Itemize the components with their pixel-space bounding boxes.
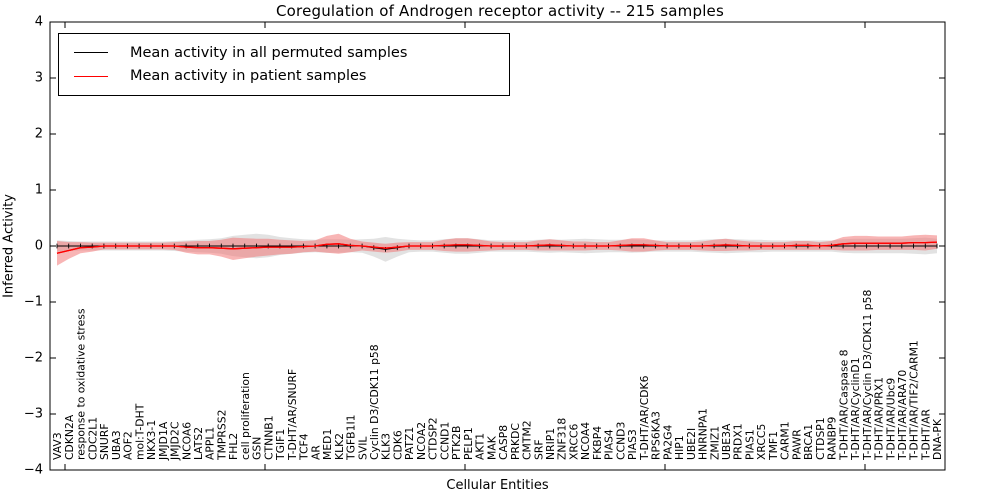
category-label: CMTM2 (521, 420, 534, 460)
category-label: AR (309, 445, 322, 460)
category-label: PAWR (790, 429, 803, 460)
category-label: T-DHT/AR (920, 408, 933, 461)
category-label: UBE2I (685, 428, 698, 460)
category-label: TGIF1 (274, 429, 287, 461)
category-label: PIAS1 (744, 429, 757, 460)
category-label: NKX3-1 (145, 420, 158, 460)
category-label: CTDSP2 (427, 417, 440, 460)
category-label: XRCC6 (568, 424, 581, 460)
category-label: T-DHT/AR/SNURF (286, 369, 299, 461)
legend-entry-patient: Mean activity in patient samples (59, 68, 509, 84)
category-label: VAV3 (51, 432, 64, 460)
category-label: MAK (485, 435, 498, 460)
category-label: CCND1 (438, 422, 451, 460)
category-label: response to oxidative stress (75, 308, 88, 460)
category-label: PA2G4 (661, 425, 674, 460)
category-label: NCOA4 (579, 422, 592, 460)
category-label: CDKN2A (63, 414, 76, 460)
category-label: T-DHT/AR/Caspase 8 (837, 349, 850, 461)
y-tick-label: −3 (24, 407, 43, 422)
category-label: CDC2L1 (86, 417, 99, 460)
category-label: XRCC5 (755, 424, 768, 460)
y-tick-label: −1 (24, 295, 43, 310)
category-label: LATS2 (192, 427, 205, 460)
category-label: T-DHT/AR/ARA70 (896, 370, 909, 461)
category-label: AKT1 (474, 433, 487, 460)
category-label: DNA-PK (931, 418, 944, 460)
x-axis-label: Cellular Entities (446, 478, 549, 493)
legend-label-patient: Mean activity in patient samples (130, 68, 367, 85)
category-label: T-DHT/AR/Cyclin D3/CDK11 p58 (861, 290, 874, 461)
category-label: cell proliferation (239, 372, 252, 460)
category-label: AOF2 (122, 431, 135, 460)
category-label: T-DHT/AR/TIF2/CARM1 (908, 340, 921, 461)
category-label: PRKDC (509, 423, 522, 460)
category-label: PIAS4 (603, 429, 616, 460)
patient-mean-line-top (56, 241, 938, 254)
legend: Mean activity in all permuted samples Me… (58, 33, 510, 96)
category-label: PATZ1 (403, 427, 416, 460)
patient-line-swatch (74, 75, 108, 77)
category-label: JMJD1A (157, 421, 170, 461)
category-label: CDK6 (392, 430, 405, 460)
category-label: BRCA1 (802, 424, 815, 460)
category-label: SRF (532, 439, 545, 460)
category-label: PELP1 (462, 427, 475, 460)
category-label: KLK2 (333, 433, 346, 460)
y-tick-label: 2 (35, 127, 43, 142)
patient-band (57, 233, 937, 266)
category-label: SVIL (356, 437, 369, 460)
category-label: TCF4 (298, 433, 311, 461)
category-label: T-DHT/AR/PRX1 (873, 377, 886, 461)
category-label: MED1 (321, 429, 334, 460)
category-label: SNURF (98, 423, 111, 460)
category-label: RPS6KA3 (650, 411, 663, 460)
category-label: NCOA6 (180, 422, 193, 460)
y-tick-label: 3 (35, 71, 43, 86)
category-label: CASP8 (497, 425, 510, 460)
category-label: RANBP9 (826, 417, 839, 460)
category-label: PTK2B (450, 426, 463, 460)
category-label: KLK3 (380, 433, 393, 460)
category-label: CCND3 (614, 422, 627, 460)
category-label: JMJD2C (169, 422, 182, 461)
category-label: NCOA2 (415, 422, 428, 460)
category-label: ZMIZ1 (708, 426, 721, 460)
category-label: TGFB1I1 (345, 414, 358, 461)
category-label: CTDSP1 (814, 417, 827, 460)
y-tick-label: 1 (35, 183, 43, 198)
category-label: Cyclin D3/CDK11 p58 (368, 344, 381, 460)
category-label: PRDX1 (732, 423, 745, 460)
category-label: FKBP4 (591, 426, 604, 460)
category-label: T-DHT/AR/CyclinD1 (849, 357, 862, 461)
y-tick-label: −2 (24, 351, 43, 366)
category-label: T-DHT/AR/CDK6 (638, 375, 651, 461)
category-label: TMPRSS2 (216, 410, 229, 462)
legend-label-permuted: Mean activity in all permuted samples (130, 44, 408, 61)
category-label: mol:T-DHT (133, 403, 146, 460)
category-label: HNRNPA1 (697, 408, 710, 460)
category-label: UBE3A (720, 423, 733, 460)
category-label: CARM1 (779, 421, 792, 460)
category-label: TMF1 (767, 431, 780, 461)
category-label: GSN (251, 437, 264, 460)
y-tick-label: 0 (35, 239, 43, 254)
category-label: NRIP1 (544, 428, 557, 460)
category-label: ZNF318 (556, 418, 569, 460)
category-label: CTNNB1 (262, 415, 275, 460)
category-label: UBA3 (110, 430, 123, 460)
category-label: PIAS3 (626, 429, 639, 460)
category-label: FHL2 (227, 433, 240, 460)
category-label: APPL1 (204, 427, 217, 460)
category-label: HIP1 (673, 435, 686, 460)
y-tick-label: −4 (24, 463, 43, 478)
legend-entry-permuted: Mean activity in all permuted samples (59, 45, 509, 61)
permuted-line-swatch (74, 52, 108, 54)
chart-title: Coregulation of Androgen receptor activi… (275, 2, 725, 20)
y-tick-label: 4 (35, 15, 43, 30)
category-label: T-DHT/AR/Ubc9 (884, 378, 897, 461)
